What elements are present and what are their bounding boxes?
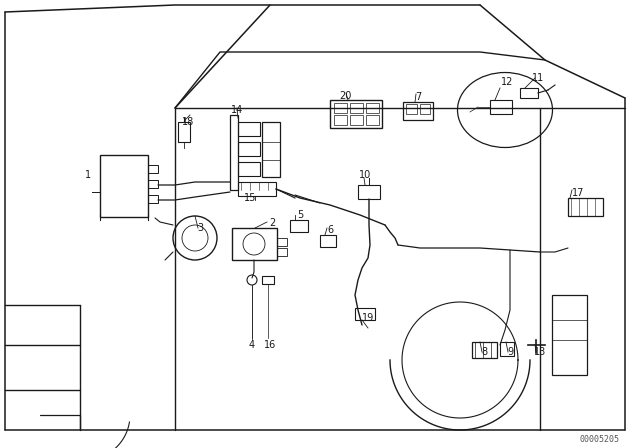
Text: 5: 5 [297, 210, 303, 220]
Bar [334, 103, 347, 113]
Text: 1: 1 [85, 170, 91, 180]
Bar [290, 220, 308, 232]
Text: 6: 6 [327, 225, 333, 235]
Text: 13: 13 [534, 347, 546, 357]
Bar [262, 276, 274, 284]
Bar [330, 100, 382, 128]
Bar [178, 122, 190, 142]
Bar [277, 248, 287, 256]
Text: 18: 18 [182, 117, 194, 127]
Bar [500, 342, 514, 356]
Bar [403, 102, 433, 120]
Bar [238, 182, 276, 196]
Text: 14: 14 [231, 105, 243, 115]
Text: 16: 16 [264, 340, 276, 350]
Bar [148, 165, 158, 173]
Bar [420, 104, 430, 114]
Text: 2: 2 [269, 218, 275, 228]
Bar [238, 122, 260, 136]
Text: 12: 12 [501, 77, 513, 87]
Text: 4: 4 [249, 340, 255, 350]
Text: 17: 17 [572, 188, 584, 198]
Bar [320, 235, 336, 247]
Bar [262, 142, 280, 160]
Bar [148, 195, 158, 203]
Text: 19: 19 [362, 313, 374, 323]
Bar [277, 238, 287, 246]
Bar [232, 228, 277, 260]
Text: 20: 20 [339, 91, 351, 101]
Bar [552, 295, 587, 375]
Bar [366, 103, 379, 113]
Bar [490, 100, 512, 114]
Text: 8: 8 [481, 347, 487, 357]
Bar [568, 198, 603, 216]
Bar [238, 142, 260, 156]
Bar [350, 115, 363, 125]
Bar [406, 104, 417, 114]
Bar [350, 103, 363, 113]
Bar [262, 122, 280, 177]
Text: 15: 15 [244, 193, 256, 203]
Bar [472, 342, 497, 358]
Text: 00005205: 00005205 [580, 435, 620, 444]
Text: 11: 11 [532, 73, 544, 83]
Bar [358, 185, 380, 199]
Bar [148, 180, 158, 188]
Bar [334, 115, 347, 125]
Bar [230, 115, 238, 190]
Text: 10: 10 [359, 170, 371, 180]
Text: 7: 7 [415, 92, 421, 102]
Text: 9: 9 [507, 347, 513, 357]
Bar [355, 308, 375, 320]
Bar [520, 88, 538, 98]
Bar [366, 115, 379, 125]
Bar [238, 162, 260, 176]
Text: 3: 3 [197, 223, 203, 233]
Bar [100, 155, 148, 217]
